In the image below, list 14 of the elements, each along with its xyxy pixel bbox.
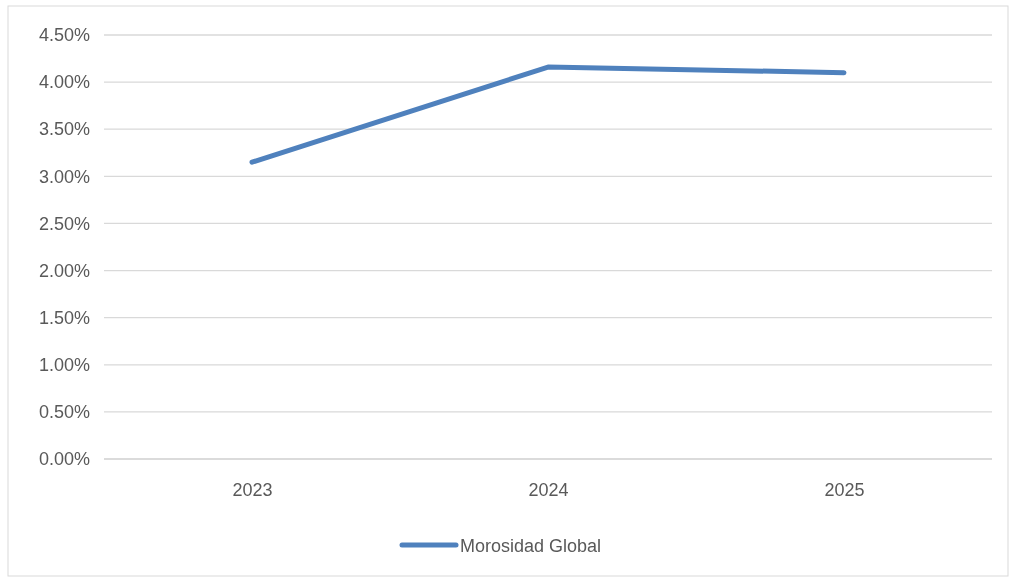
y-tick-label: 1.50% — [38, 307, 90, 328]
y-tick-label: 3.50% — [38, 119, 90, 140]
x-tick-label: 2025 — [824, 479, 865, 500]
y-tick-label: 0.50% — [38, 402, 90, 423]
y-tick-label: 2.50% — [38, 213, 90, 234]
y-tick-label: 1.00% — [38, 355, 90, 376]
y-tick-label: 4.00% — [38, 72, 90, 93]
legend-label: Morosidad Global — [460, 536, 602, 556]
x-tick-label: 2023 — [232, 479, 273, 500]
y-tick-label: 3.00% — [38, 166, 90, 187]
x-tick-label: 2024 — [528, 479, 569, 500]
y-tick-label: 2.00% — [38, 260, 90, 281]
y-tick-label: 0.00% — [38, 449, 90, 470]
y-tick-label: 4.50% — [38, 25, 90, 46]
